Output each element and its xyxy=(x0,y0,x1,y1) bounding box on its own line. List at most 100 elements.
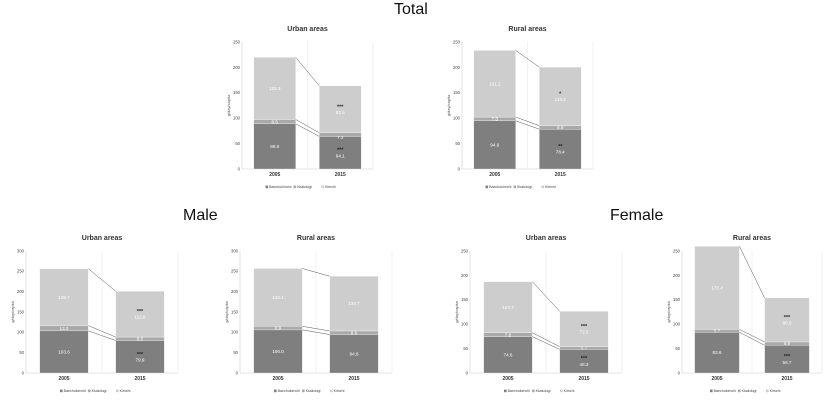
x-tick-label: 2015 xyxy=(335,172,346,178)
legend-swatch-kkakdugi xyxy=(302,389,305,393)
bar-segment-kimchi xyxy=(764,297,810,343)
legend-label: Kimchi xyxy=(334,389,345,393)
legend-label: Kimchi xyxy=(325,185,336,189)
series-line-baechukimchi xyxy=(739,331,765,346)
bar-segment-baechukimchi xyxy=(115,340,165,374)
series-line-kimchi xyxy=(532,281,560,312)
data-label: 56.7 xyxy=(783,360,792,365)
y-tick-label: 250 xyxy=(17,269,25,274)
data-label: 131.2 xyxy=(489,81,501,86)
data-label: 79.9 xyxy=(136,357,145,362)
bar-segment-baechukimchi xyxy=(39,330,89,374)
y-tick-label: 250 xyxy=(233,39,241,44)
chart-total-urban: Urban areas 0 50 100 150 200 250 g/day/capita 88… xyxy=(226,26,374,189)
series-line-kimchi xyxy=(739,246,765,299)
y-axis-label: g/day/capita xyxy=(224,300,229,322)
section-title-total: Total xyxy=(394,1,428,18)
legend-label: Kkakdugi xyxy=(742,389,757,393)
y-tick-label: 150 xyxy=(17,309,25,314)
x-tick-label: 2015 xyxy=(348,376,359,382)
y-tick-label: 50 xyxy=(235,141,240,146)
y-tick-label: 150 xyxy=(461,297,469,302)
data-label: 170.4 xyxy=(711,285,723,290)
legend-label: Kkakdugi xyxy=(517,185,532,189)
data-label: 6.9 xyxy=(784,341,791,346)
y-tick-label: 50 xyxy=(19,350,24,355)
section-title-male: Male xyxy=(183,207,218,224)
bar-segment-kimchi xyxy=(253,268,303,327)
data-label: 134.7 xyxy=(348,301,360,306)
bar-segment-baechukimchi xyxy=(253,329,303,374)
series-line-kkakdugi xyxy=(302,326,330,332)
legend-swatch-kimchi xyxy=(560,389,563,393)
legend-swatch-kimchi xyxy=(321,185,325,189)
significance-label: *** xyxy=(581,324,588,330)
y-tick-label: 250 xyxy=(461,248,469,253)
data-label: 112.8 xyxy=(134,315,146,320)
legend-label: Kimchi xyxy=(564,389,575,393)
bar-segment-kimchi xyxy=(39,268,89,326)
bar-segment-kimchi xyxy=(473,50,516,118)
legend-label: Baechukimchi xyxy=(269,185,292,189)
y-tick-label: 300 xyxy=(17,248,25,253)
significance-label: *** xyxy=(784,315,791,321)
y-tick-label: 200 xyxy=(461,273,469,278)
bar-segment-kimchi xyxy=(319,85,362,133)
y-axis-label: g/day/capita xyxy=(10,300,15,322)
data-label: 78.4 xyxy=(556,150,565,155)
bar-segment-baechukimchi xyxy=(319,136,362,170)
series-line-baechukimchi xyxy=(302,329,330,335)
y-tick-label: 50 xyxy=(463,346,468,351)
significance-label: *** xyxy=(337,104,344,110)
x-tick-label: 2005 xyxy=(489,172,500,178)
data-label: 64.1 xyxy=(336,153,345,158)
data-label: 7.2 xyxy=(337,135,344,140)
data-label: 103.6 xyxy=(58,350,70,355)
legend-swatch-baechukimchi xyxy=(485,185,489,189)
data-label: 88.9 xyxy=(270,144,279,149)
data-label: 5.7 xyxy=(714,328,721,333)
y-tick-label: 0 xyxy=(22,370,25,375)
bar-segment-kimchi xyxy=(539,66,582,126)
legend-swatch-kimchi xyxy=(116,389,119,393)
legend-label: Baechukimchi xyxy=(64,389,87,393)
data-label: 142.1 xyxy=(272,295,284,300)
bar-segment-baechukimchi xyxy=(253,123,296,170)
legend-swatch-baechukimchi xyxy=(274,389,277,393)
series-line-kkakdugi xyxy=(532,332,560,347)
series-line-kimchi xyxy=(295,57,320,86)
data-label: 8.5 xyxy=(137,336,144,341)
y-tick-label: 150 xyxy=(673,297,681,302)
legend-swatch-baechukimchi xyxy=(710,389,713,393)
chart-total-rural: Rural areas 0 50 100 150 200 250 g/day/capita 94… xyxy=(446,26,594,189)
y-tick-label: 0 xyxy=(678,370,681,375)
series-line-kkakdugi xyxy=(515,116,540,126)
legend-label: Kimchi xyxy=(545,185,556,189)
y-tick-label: 150 xyxy=(453,90,461,95)
legend-label: Baechukimchi xyxy=(489,185,512,189)
y-tick-label: 200 xyxy=(231,289,239,294)
data-label: 115.2 xyxy=(555,97,567,102)
legend-swatch-kkakdugi xyxy=(513,185,517,189)
legend-swatch-kkakdugi xyxy=(738,389,741,393)
data-label: 122.3 xyxy=(269,86,281,91)
y-tick-label: 250 xyxy=(673,248,681,253)
data-label: 72.5 xyxy=(580,330,589,335)
legend-label: Kkakdugi xyxy=(306,389,321,393)
data-label: 106.0 xyxy=(272,349,284,354)
y-tick-label: 300 xyxy=(231,248,239,253)
legend-label: Kimchi xyxy=(120,389,131,393)
bar-segment-kimchi xyxy=(559,311,609,347)
bar-segment-kimchi xyxy=(253,57,296,120)
y-tick-label: 250 xyxy=(231,269,239,274)
y-axis-label: g/day/capita xyxy=(666,300,671,322)
chart-title: Urban areas xyxy=(287,26,328,33)
data-label: 90.3 xyxy=(783,321,792,326)
legend-swatch-kimchi xyxy=(766,389,769,393)
series-line-kkakdugi xyxy=(88,325,116,338)
chart-male-urban: Urban areas 0 50 100 150 200 250 300 g/day/capit… xyxy=(10,235,179,393)
y-axis-label: g/day/capita xyxy=(226,94,231,116)
data-label: 94.9 xyxy=(490,142,499,147)
x-tick-label: 2015 xyxy=(134,376,145,382)
legend-swatch-kkakdugi xyxy=(293,185,297,189)
